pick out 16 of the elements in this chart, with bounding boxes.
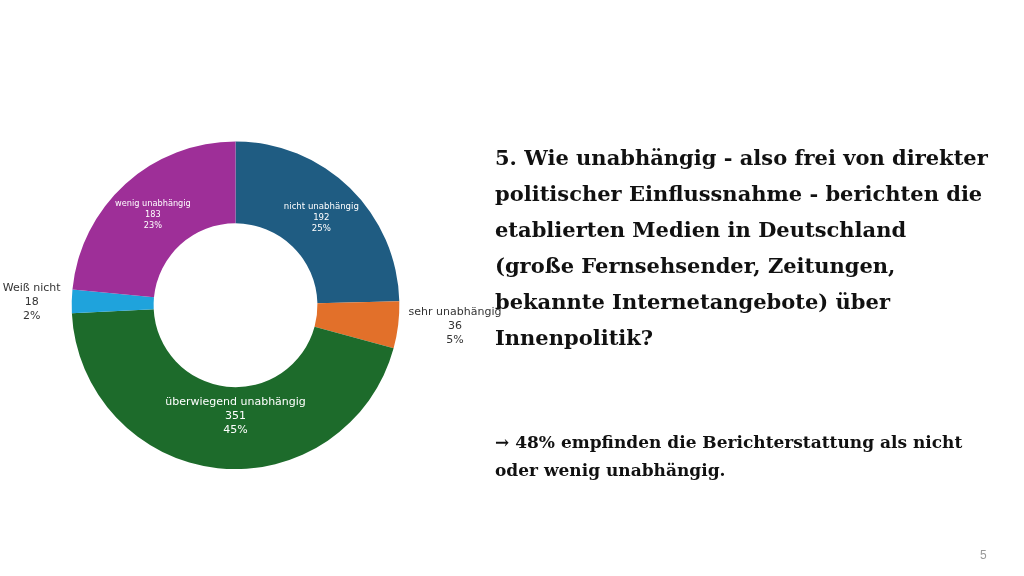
data-label: 351 45%: [223, 409, 248, 437]
data-label: 36 5%: [446, 318, 464, 347]
text: → 48% empfinden die Berichterstattung als nicht oder wenig unabhängig.: [495, 431, 964, 482]
donut-slice: [71, 309, 394, 470]
donut-slice: [235, 141, 400, 304]
data-label: 183 23%: [143, 208, 163, 230]
data-label: 18 2%: [22, 294, 41, 323]
text: 5: [980, 548, 987, 562]
slice-label: wenig unabhängig: [115, 198, 191, 209]
donut-slice: [71, 289, 154, 314]
slice-label: überwiegend unabhängig: [165, 394, 306, 408]
slice-label: nicht unabhängig: [283, 200, 359, 211]
data-label: 192 25%: [311, 212, 331, 234]
slice-label: Weiß nicht: [2, 280, 62, 294]
donut-slice: [314, 301, 400, 349]
donut-slice: [72, 141, 236, 298]
